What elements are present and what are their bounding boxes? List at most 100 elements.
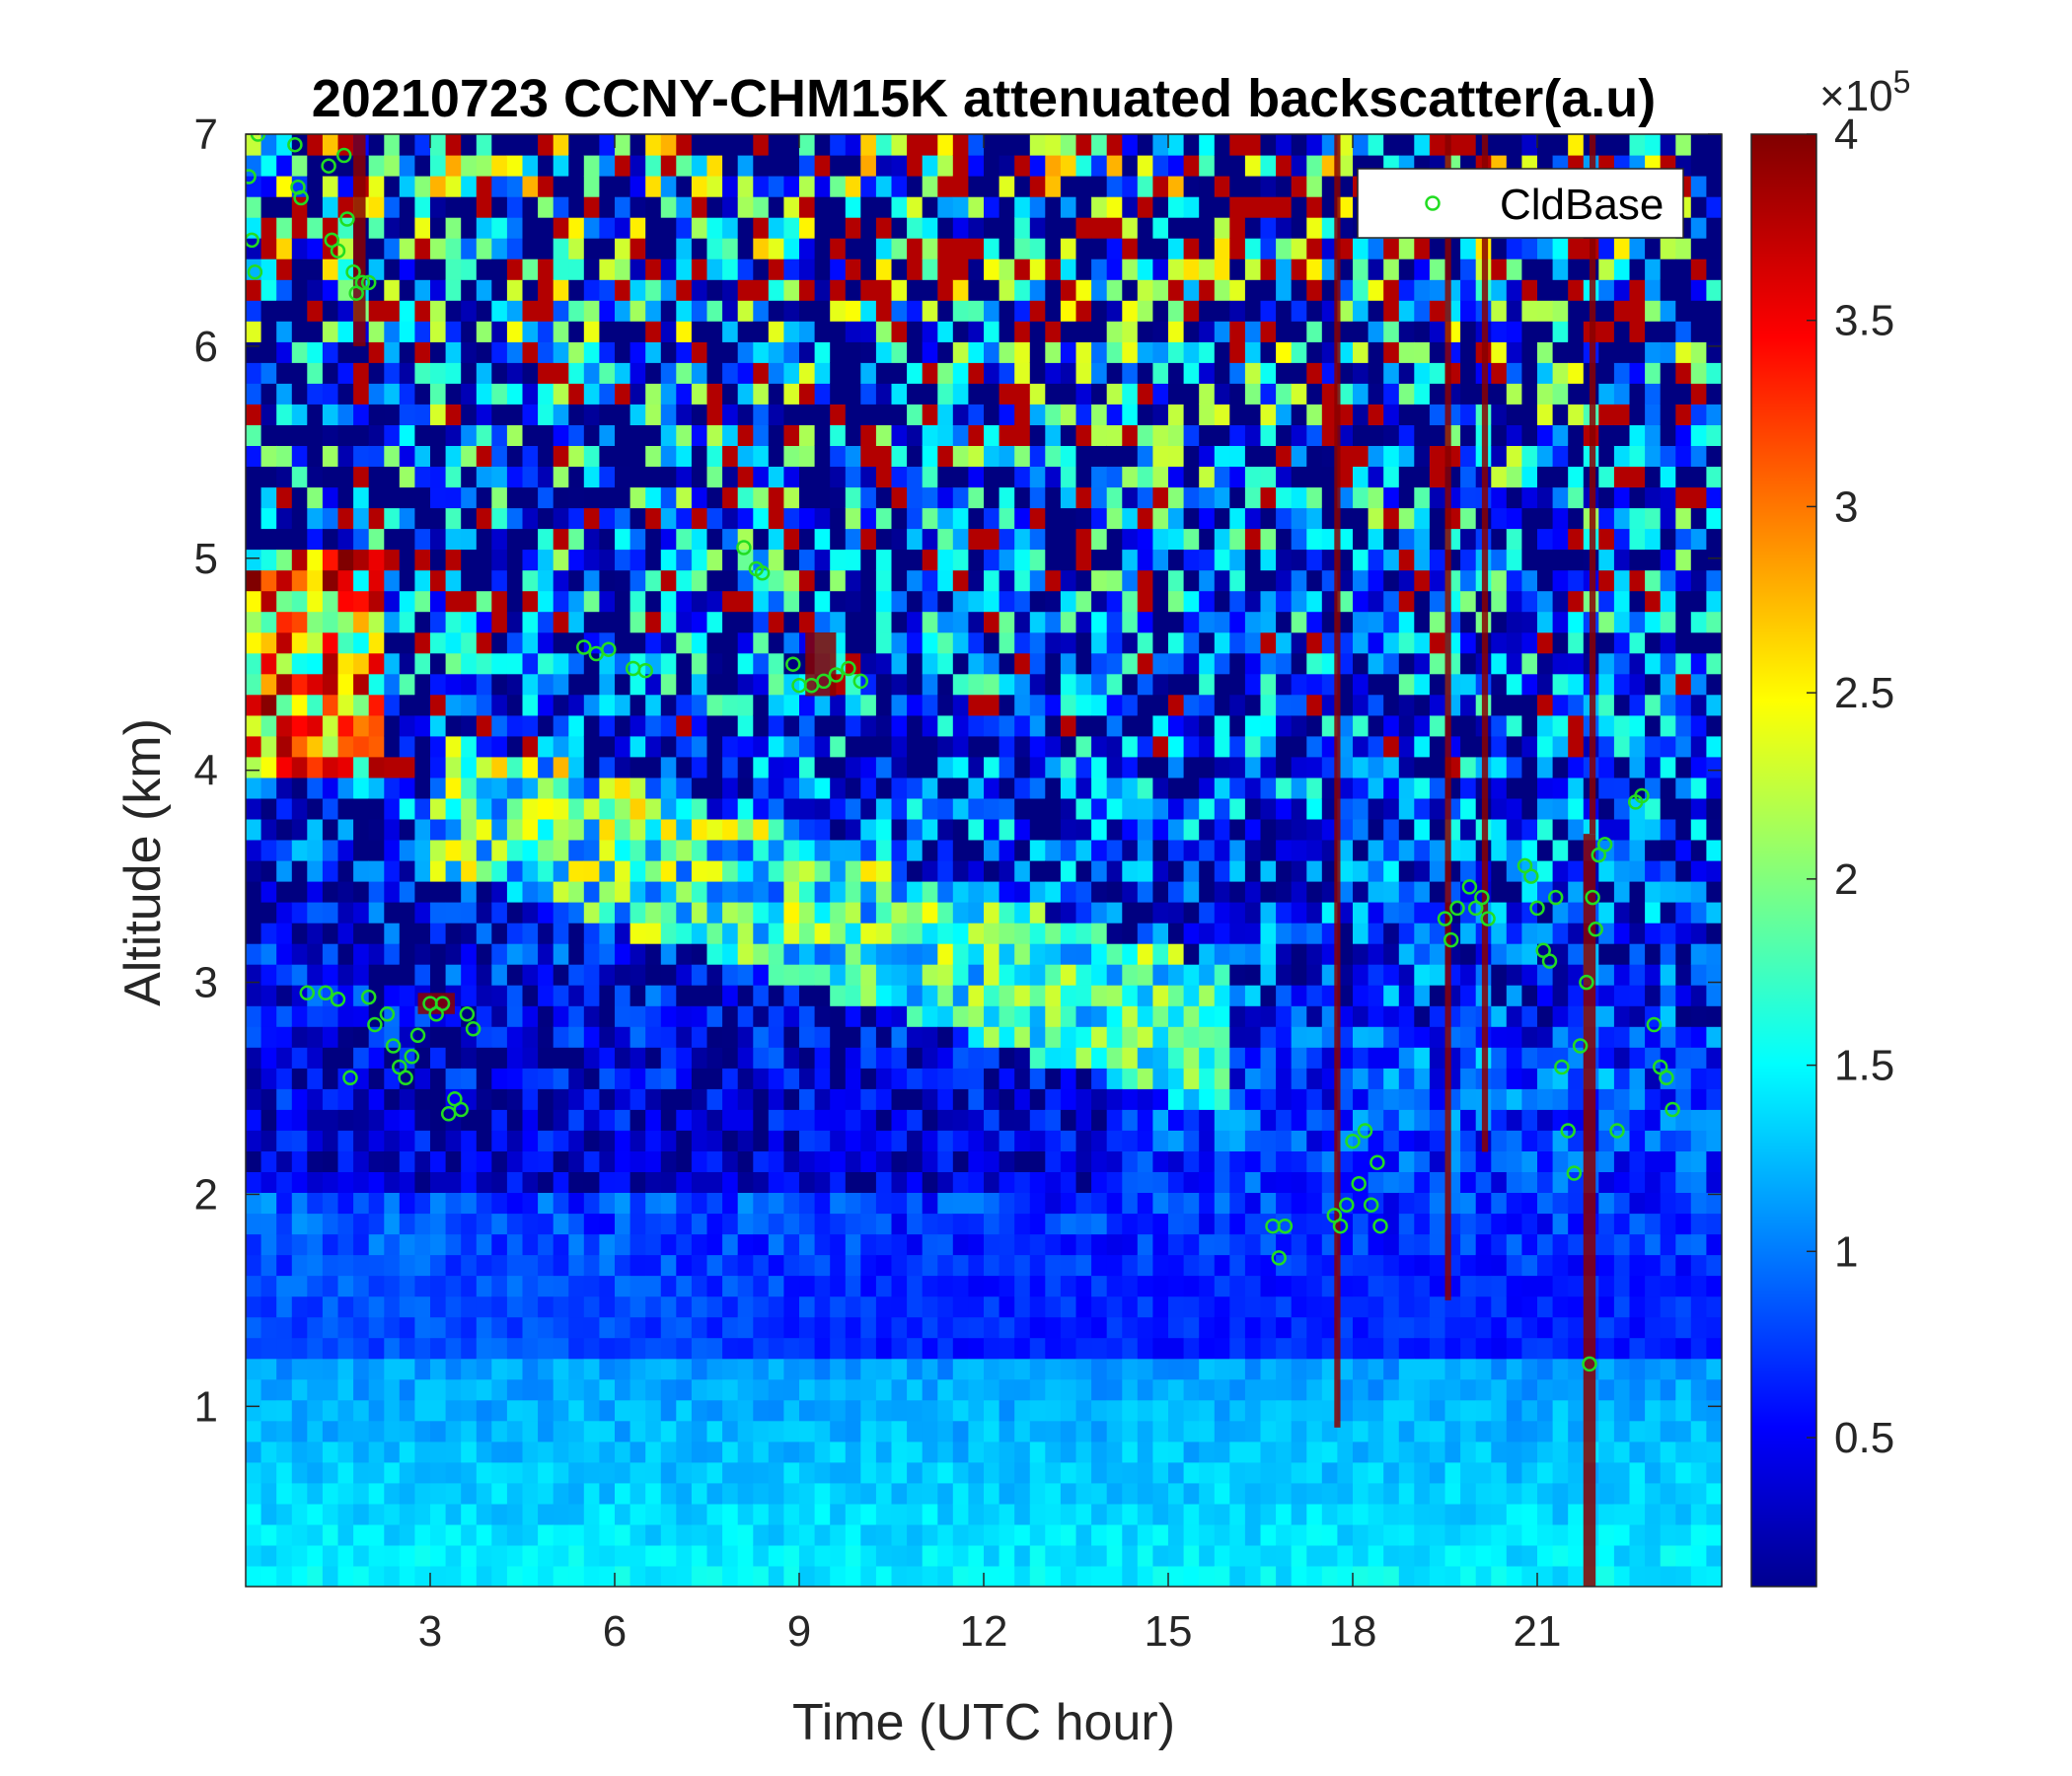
heatmap-cell (384, 1171, 401, 1193)
heatmap-cell (676, 1171, 693, 1193)
heatmap-cell (907, 923, 924, 944)
heatmap-cell (476, 362, 492, 384)
heatmap-cell (1291, 735, 1307, 758)
heatmap-cell (691, 797, 708, 820)
heatmap-cell (1321, 611, 1338, 633)
heatmap-cell (1029, 840, 1046, 861)
heatmap-cell (399, 652, 415, 675)
heatmap-cell (753, 1005, 770, 1027)
heatmap-cell (1168, 1254, 1185, 1277)
heatmap-cell (1075, 1482, 1092, 1505)
heatmap-cell (476, 549, 492, 571)
heatmap-cell (1321, 1544, 1338, 1567)
heatmap-cell (1106, 777, 1123, 799)
heatmap-cell (999, 445, 1015, 467)
heatmap-cell (875, 1047, 893, 1069)
heatmap-cell (522, 279, 539, 301)
heatmap-cell (937, 155, 954, 177)
heatmap-cell (246, 383, 262, 405)
heatmap-cell (260, 694, 277, 716)
heatmap-cell (538, 631, 555, 654)
heatmap-cell (1183, 818, 1200, 841)
heatmap-cell (845, 1130, 861, 1151)
heatmap-cell (645, 1130, 662, 1151)
heatmap-cell (1321, 1441, 1338, 1463)
heatmap-cell (1260, 1523, 1277, 1546)
heatmap-cell (1168, 1295, 1185, 1318)
heatmap-cell (814, 840, 831, 861)
heatmap-cell (1199, 1337, 1216, 1360)
heatmap-cell (1091, 943, 1108, 965)
heatmap-cell (1229, 840, 1246, 861)
heatmap-cell (1122, 1068, 1139, 1089)
heatmap-cell (952, 714, 969, 737)
heatmap-cell (291, 569, 308, 592)
heatmap-cell (368, 321, 385, 342)
heatmap-cell (1214, 881, 1230, 903)
heatmap-cell (629, 466, 646, 488)
heatmap-cell (860, 1316, 877, 1339)
heatmap-cell (291, 507, 308, 530)
heatmap-cell (445, 1233, 462, 1256)
heatmap-cell (615, 694, 631, 716)
heatmap-cell (399, 445, 415, 467)
heatmap-cell (1060, 1026, 1077, 1048)
heatmap-cell (1106, 196, 1123, 218)
heatmap-cell (1075, 549, 1092, 571)
heatmap-cell (1075, 1109, 1092, 1131)
heatmap-cell (660, 1026, 677, 1048)
heatmap-cell (1306, 673, 1323, 696)
heatmap-cell (1091, 694, 1108, 716)
heatmap-cell (952, 1088, 969, 1110)
heatmap-cell (691, 341, 708, 363)
heatmap-cell (1014, 1482, 1031, 1505)
heatmap-cell (676, 341, 693, 363)
heatmap-cell (799, 1005, 816, 1027)
heatmap-cell (1214, 694, 1230, 716)
heatmap-cell (322, 1566, 339, 1587)
heatmap-cell (430, 321, 447, 342)
heatmap-cell (1244, 1358, 1262, 1380)
heatmap-cell (553, 818, 569, 841)
heatmap-cell (568, 964, 585, 986)
heatmap-cell (1029, 321, 1046, 342)
heatmap-cell (1276, 569, 1293, 592)
heatmap-cell (353, 631, 370, 654)
heatmap-cell (999, 652, 1015, 675)
heatmap-cell (799, 1544, 816, 1567)
heatmap-cell (368, 756, 385, 778)
heatmap-cell (1014, 1233, 1031, 1256)
heatmap-cell (860, 756, 877, 778)
heatmap-cell (430, 279, 447, 301)
heatmap-cell (291, 1171, 308, 1193)
heatmap-cell (706, 1026, 723, 1048)
heatmap-cell (737, 1295, 754, 1318)
heatmap-cell (414, 1233, 431, 1256)
heatmap-cell (706, 362, 723, 384)
heatmap-cell (461, 1316, 478, 1339)
heatmap-cell (768, 964, 784, 986)
heatmap-cell (1029, 259, 1046, 280)
heatmap-cell (476, 155, 492, 177)
heatmap-cell (430, 486, 447, 509)
heatmap-cell (1199, 652, 1216, 675)
heatmap-cell (1337, 1275, 1354, 1297)
heatmap-cell (291, 1378, 308, 1401)
heatmap-cell (538, 1399, 555, 1422)
heatmap-cell (1091, 985, 1108, 1006)
heatmap-cell (599, 1233, 616, 1256)
heatmap-cell (830, 1482, 847, 1505)
heatmap-cell (1276, 217, 1293, 239)
heatmap-cell (322, 528, 339, 551)
heatmap-cell (922, 1420, 938, 1443)
heatmap-cell (476, 923, 492, 944)
heatmap-cell (260, 714, 277, 737)
heatmap-cell (1014, 259, 1031, 280)
heatmap-cell (506, 590, 524, 613)
heatmap-cell (1183, 279, 1200, 301)
heatmap-cell (1060, 611, 1077, 633)
heatmap-cell (384, 1150, 401, 1172)
heatmap-cell (922, 341, 938, 363)
heatmap-cell (1276, 321, 1293, 342)
heatmap-cell (1091, 1503, 1108, 1525)
